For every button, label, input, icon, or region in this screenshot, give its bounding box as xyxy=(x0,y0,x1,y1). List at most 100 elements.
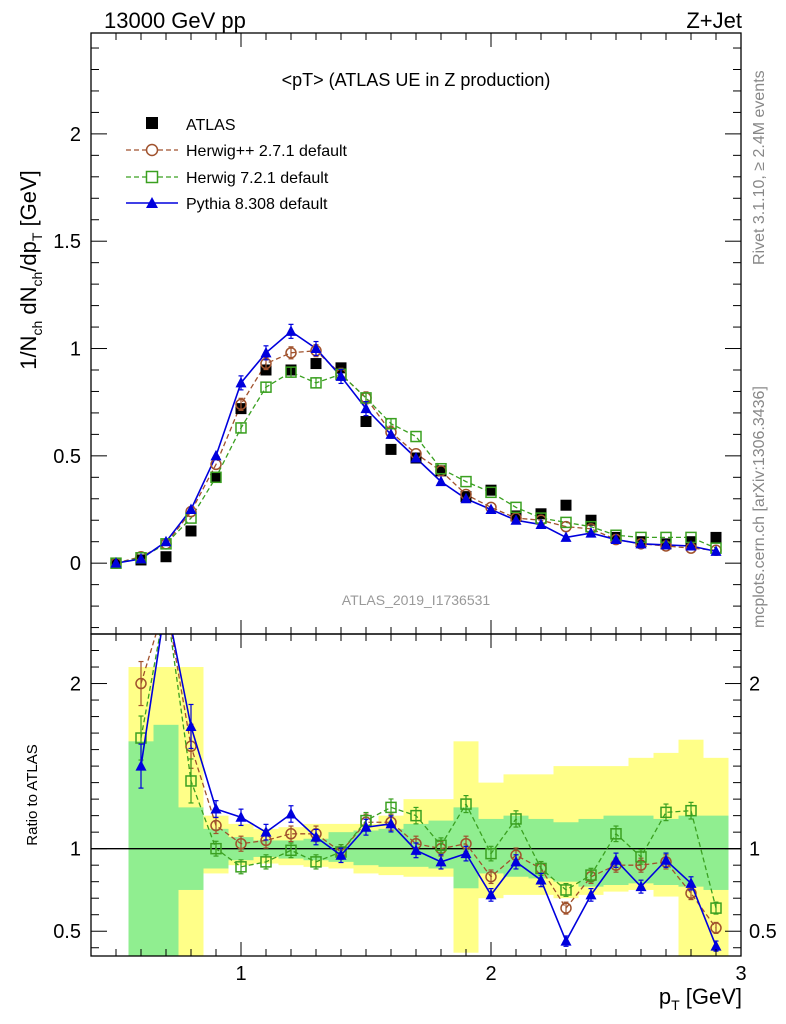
pythia-ratio-point xyxy=(510,855,522,867)
header-left: 13000 GeV pp xyxy=(104,8,246,33)
pythia-point xyxy=(560,531,572,542)
herwigpp-ratio-point xyxy=(285,828,297,840)
main-plot-content xyxy=(110,323,722,569)
ratio-band-inner xyxy=(153,724,179,956)
ratio-band-inner xyxy=(553,822,579,882)
xtick-label: 2 xyxy=(485,963,496,985)
pythia-ratio-point xyxy=(360,821,372,832)
atlas-point xyxy=(310,358,322,370)
pythia-ratio-point xyxy=(285,807,297,819)
herwig7-point xyxy=(285,366,297,378)
legend-marker-atlas xyxy=(146,117,158,129)
main-ytick-label: 1.5 xyxy=(53,231,81,253)
ratio-ytick-label-left: 1 xyxy=(70,839,81,861)
herwigpp-ratio-point xyxy=(710,922,722,934)
pythia-ratio-point xyxy=(310,831,322,842)
pythia-ratio-point xyxy=(560,935,572,946)
pythia-point xyxy=(360,402,372,414)
legend-label-herwigpp: Herwig++ 2.7.1 default xyxy=(186,143,348,160)
herwig7-ratio-point xyxy=(560,884,572,896)
herwig7-ratio-point xyxy=(161,596,171,606)
herwig7-point xyxy=(210,471,222,484)
herwig7-ratio-point xyxy=(585,869,597,881)
herwig7-ratio-point xyxy=(310,856,322,868)
pythia-ratio-point xyxy=(385,817,397,829)
atlas-point xyxy=(185,525,197,537)
herwigpp-ratio-line xyxy=(140,634,717,929)
herwigpp-point xyxy=(285,347,297,359)
xtick-label: 1 xyxy=(235,963,246,985)
pythia-point xyxy=(535,518,547,530)
pythia-ratio-point xyxy=(710,940,722,951)
rivet-label: Rivet 3.1.10, ≥ 2.4M events xyxy=(751,70,768,265)
herwig7-point xyxy=(510,501,522,514)
herwig7-point xyxy=(260,381,272,393)
main-ytick-label: 2 xyxy=(70,124,81,146)
herwig7-ratio-point xyxy=(260,856,272,868)
herwigpp-ratio-point xyxy=(560,902,572,914)
pythia-ratio-point xyxy=(610,854,622,865)
pythia-point xyxy=(260,346,272,358)
pythia-ratio-point xyxy=(635,880,647,892)
herwig7-ratio-point xyxy=(710,902,722,914)
legend-label-herwig7: Herwig 7.2.1 default xyxy=(186,170,329,187)
herwigpp-ratio-point xyxy=(485,870,497,883)
pythia-ratio-point xyxy=(235,811,247,822)
xtick-label: 3 xyxy=(735,963,746,985)
ratio-band-inner xyxy=(303,838,329,861)
ratio-band-inner xyxy=(703,815,729,890)
pythia-point xyxy=(485,503,497,515)
pythia-point xyxy=(635,537,647,549)
atlas-point xyxy=(485,484,497,496)
pythia-point xyxy=(510,514,522,525)
pythia-ratio-point xyxy=(260,826,272,837)
atlas-point xyxy=(560,499,572,511)
herwig7-ratio-point xyxy=(460,798,472,810)
herwig7-ratio-point xyxy=(660,806,672,819)
pythia-ratio-point xyxy=(585,888,597,900)
pythia-point xyxy=(335,370,347,381)
legend-marker-herwig7 xyxy=(145,170,159,184)
pythia-ratio-point xyxy=(410,844,422,855)
xlabel: pT [GeV] xyxy=(659,984,742,1013)
herwigpp-ratio-point xyxy=(161,596,171,606)
pythia-point xyxy=(710,545,722,556)
pythia-ratio-point xyxy=(335,849,347,860)
ratio-plot-content xyxy=(91,596,741,956)
pythia-ratio-point xyxy=(685,877,697,888)
legend-marker-herwigpp xyxy=(145,143,159,157)
pythia-ratio-point xyxy=(210,803,222,814)
pythia-point xyxy=(135,552,147,564)
legend-label-atlas: ATLAS xyxy=(186,117,236,134)
pythia-point xyxy=(160,535,172,547)
herwig7-ratio-point xyxy=(610,828,622,840)
pythia-point xyxy=(685,539,697,551)
ratio-ytick-label-right: 1 xyxy=(749,839,760,861)
ratio-ytick-label-right: 0.5 xyxy=(749,921,777,943)
atlas-point xyxy=(710,531,722,543)
pythia-point xyxy=(285,325,297,336)
herwig7-ratio-point xyxy=(385,801,397,814)
legend: ATLAS Herwig++ 2.7.1 default Herwig 7.2.… xyxy=(126,117,348,213)
herwigpp-point xyxy=(235,398,247,411)
atlas-point xyxy=(360,416,372,428)
pythia-point xyxy=(660,538,672,550)
pythia-ratio-point xyxy=(185,720,197,731)
legend-label-pythia: Pythia 8.308 default xyxy=(186,196,328,213)
herwig7-point xyxy=(410,430,422,443)
pythia-ratio-point xyxy=(135,760,147,771)
herwig7-point xyxy=(485,486,497,499)
atlas-point xyxy=(210,471,222,483)
atlas-point xyxy=(385,443,397,455)
header-right: Z+Jet xyxy=(686,8,742,33)
herwig7-line xyxy=(115,371,717,564)
pythia-point xyxy=(310,342,322,354)
pythia-point xyxy=(435,475,447,487)
legend-marker-pythia xyxy=(146,197,158,208)
ratio-ylabel: Ratio to ATLAS xyxy=(24,744,41,845)
herwig7-ratio-point xyxy=(210,842,222,855)
site-label: mcplots.cern.ch [arXiv:1306.3436] xyxy=(751,386,768,628)
herwig7-ratio-point xyxy=(285,844,297,857)
main-title: <pT> (ATLAS UE in Z production) xyxy=(282,70,551,90)
